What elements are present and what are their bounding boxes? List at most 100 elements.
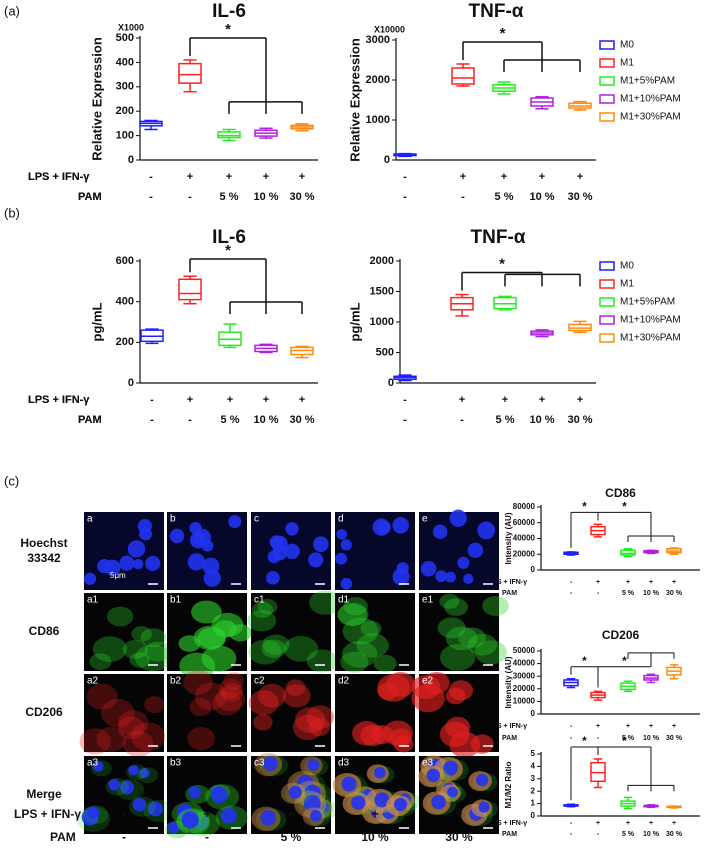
cell-body: [211, 612, 244, 637]
cell-body: [458, 627, 486, 649]
condition-label: LPS + IFN-γ: [28, 394, 90, 406]
nucleus: [284, 543, 300, 560]
condition-value: +: [502, 394, 508, 406]
legend-swatch: [599, 94, 615, 104]
condition-value: +: [287, 807, 294, 821]
cell-body: [308, 718, 331, 737]
panel-label: (b): [4, 205, 20, 220]
axis-multiplier: X10000: [374, 24, 405, 34]
legend-label: M0: [620, 261, 634, 272]
cell-body: [212, 690, 242, 716]
condition-value: -: [570, 735, 573, 742]
y-tick-label: 1000: [366, 114, 390, 126]
chart-title: CD86: [605, 486, 636, 500]
cell-body: [282, 684, 311, 708]
nucleus: [132, 797, 147, 812]
y-tick-label: 5: [531, 749, 536, 758]
micrograph: [251, 512, 331, 590]
nucleus: [313, 536, 329, 553]
nucleus: [145, 555, 161, 572]
nucleus: [351, 795, 366, 810]
nucleus: [372, 518, 391, 536]
condition-value: 30 %: [567, 414, 592, 426]
legend-swatch: [599, 333, 615, 343]
nucleus: [220, 807, 237, 824]
cell-body: [306, 649, 338, 673]
y-tick-label: 40000: [513, 659, 536, 668]
condition-value: 10 %: [253, 414, 278, 426]
legend-label: M1+5%PAM: [620, 297, 675, 308]
cell-body: [129, 652, 151, 668]
nucleus: [83, 572, 97, 585]
micrograph: [165, 756, 248, 839]
cell-body: [118, 710, 149, 736]
cell-label: b1: [170, 595, 182, 606]
nucleus: [86, 806, 100, 819]
micrograph: [84, 593, 172, 672]
y-tick-label: 200: [116, 105, 134, 117]
cell-body: [482, 595, 509, 616]
condition-value: -: [570, 820, 573, 827]
nucleus: [285, 522, 299, 536]
micrograph: [83, 512, 164, 590]
condition-value: -: [570, 723, 573, 730]
legend-swatch: [599, 58, 615, 68]
cell-body: [373, 654, 397, 673]
y-tick-label: 3000: [366, 34, 390, 46]
nucleus: [477, 521, 496, 540]
cell-label: b2: [170, 676, 182, 687]
condition-value: -: [597, 735, 600, 742]
y-tick-label: 20000: [513, 549, 536, 558]
nucleus: [139, 768, 150, 779]
y-tick-label: 600: [116, 255, 134, 267]
cell-label: b3: [170, 758, 182, 769]
nucleus: [260, 810, 276, 826]
nucleus: [288, 785, 302, 799]
legend-swatch: [599, 40, 615, 50]
legend-label: M1: [620, 279, 634, 290]
cell-body: [223, 672, 245, 690]
micrograph-bg: [167, 674, 247, 752]
cell-body: [377, 682, 399, 701]
y-axis-label: Intensity (AU): [504, 656, 513, 708]
condition-value: +: [626, 579, 630, 586]
condition-label: LPS + IFN-γ: [488, 820, 527, 827]
cell-label: e1: [422, 595, 434, 606]
cell-body: [285, 679, 306, 696]
micrograph: [251, 752, 339, 834]
y-axis-label: pg/mL: [347, 302, 362, 341]
cell-label: b: [170, 514, 176, 525]
y-tick-label: 1500: [370, 285, 394, 297]
nucleus: [187, 553, 206, 571]
y-axis-label: Relative Expression: [89, 37, 104, 161]
condition-value: 10 %: [361, 830, 389, 844]
condition-value: -: [149, 171, 153, 183]
cell-body: [189, 697, 212, 717]
nucleus: [335, 552, 348, 565]
nucleus: [137, 519, 152, 534]
significance: *: [582, 499, 587, 513]
legend-swatch: [599, 297, 615, 307]
box: [178, 62, 202, 84]
condition-value: 30 %: [289, 414, 314, 426]
condition-label: PAM: [78, 191, 102, 203]
nucleus: [340, 539, 352, 551]
micrograph: [419, 593, 509, 671]
condition-value: +: [672, 723, 676, 730]
cell-body: [140, 628, 167, 648]
nucleus: [475, 773, 489, 787]
condition-value: 30 %: [445, 830, 473, 844]
condition-value: -: [403, 171, 407, 183]
condition-value: +: [459, 394, 465, 406]
condition-value: -: [403, 394, 407, 406]
nucleus: [463, 573, 474, 584]
cell-label: e3: [422, 758, 434, 769]
nucleus: [120, 780, 135, 795]
nucleus: [262, 756, 278, 771]
condition-value: +: [226, 171, 232, 183]
micrograph: [411, 671, 499, 758]
cell-body: [131, 722, 166, 752]
condition-label: LPS + IFN-γ: [28, 171, 90, 183]
y-axis-label: Intensity (AU): [504, 512, 513, 564]
chart-title: TNF-α: [469, 1, 524, 22]
